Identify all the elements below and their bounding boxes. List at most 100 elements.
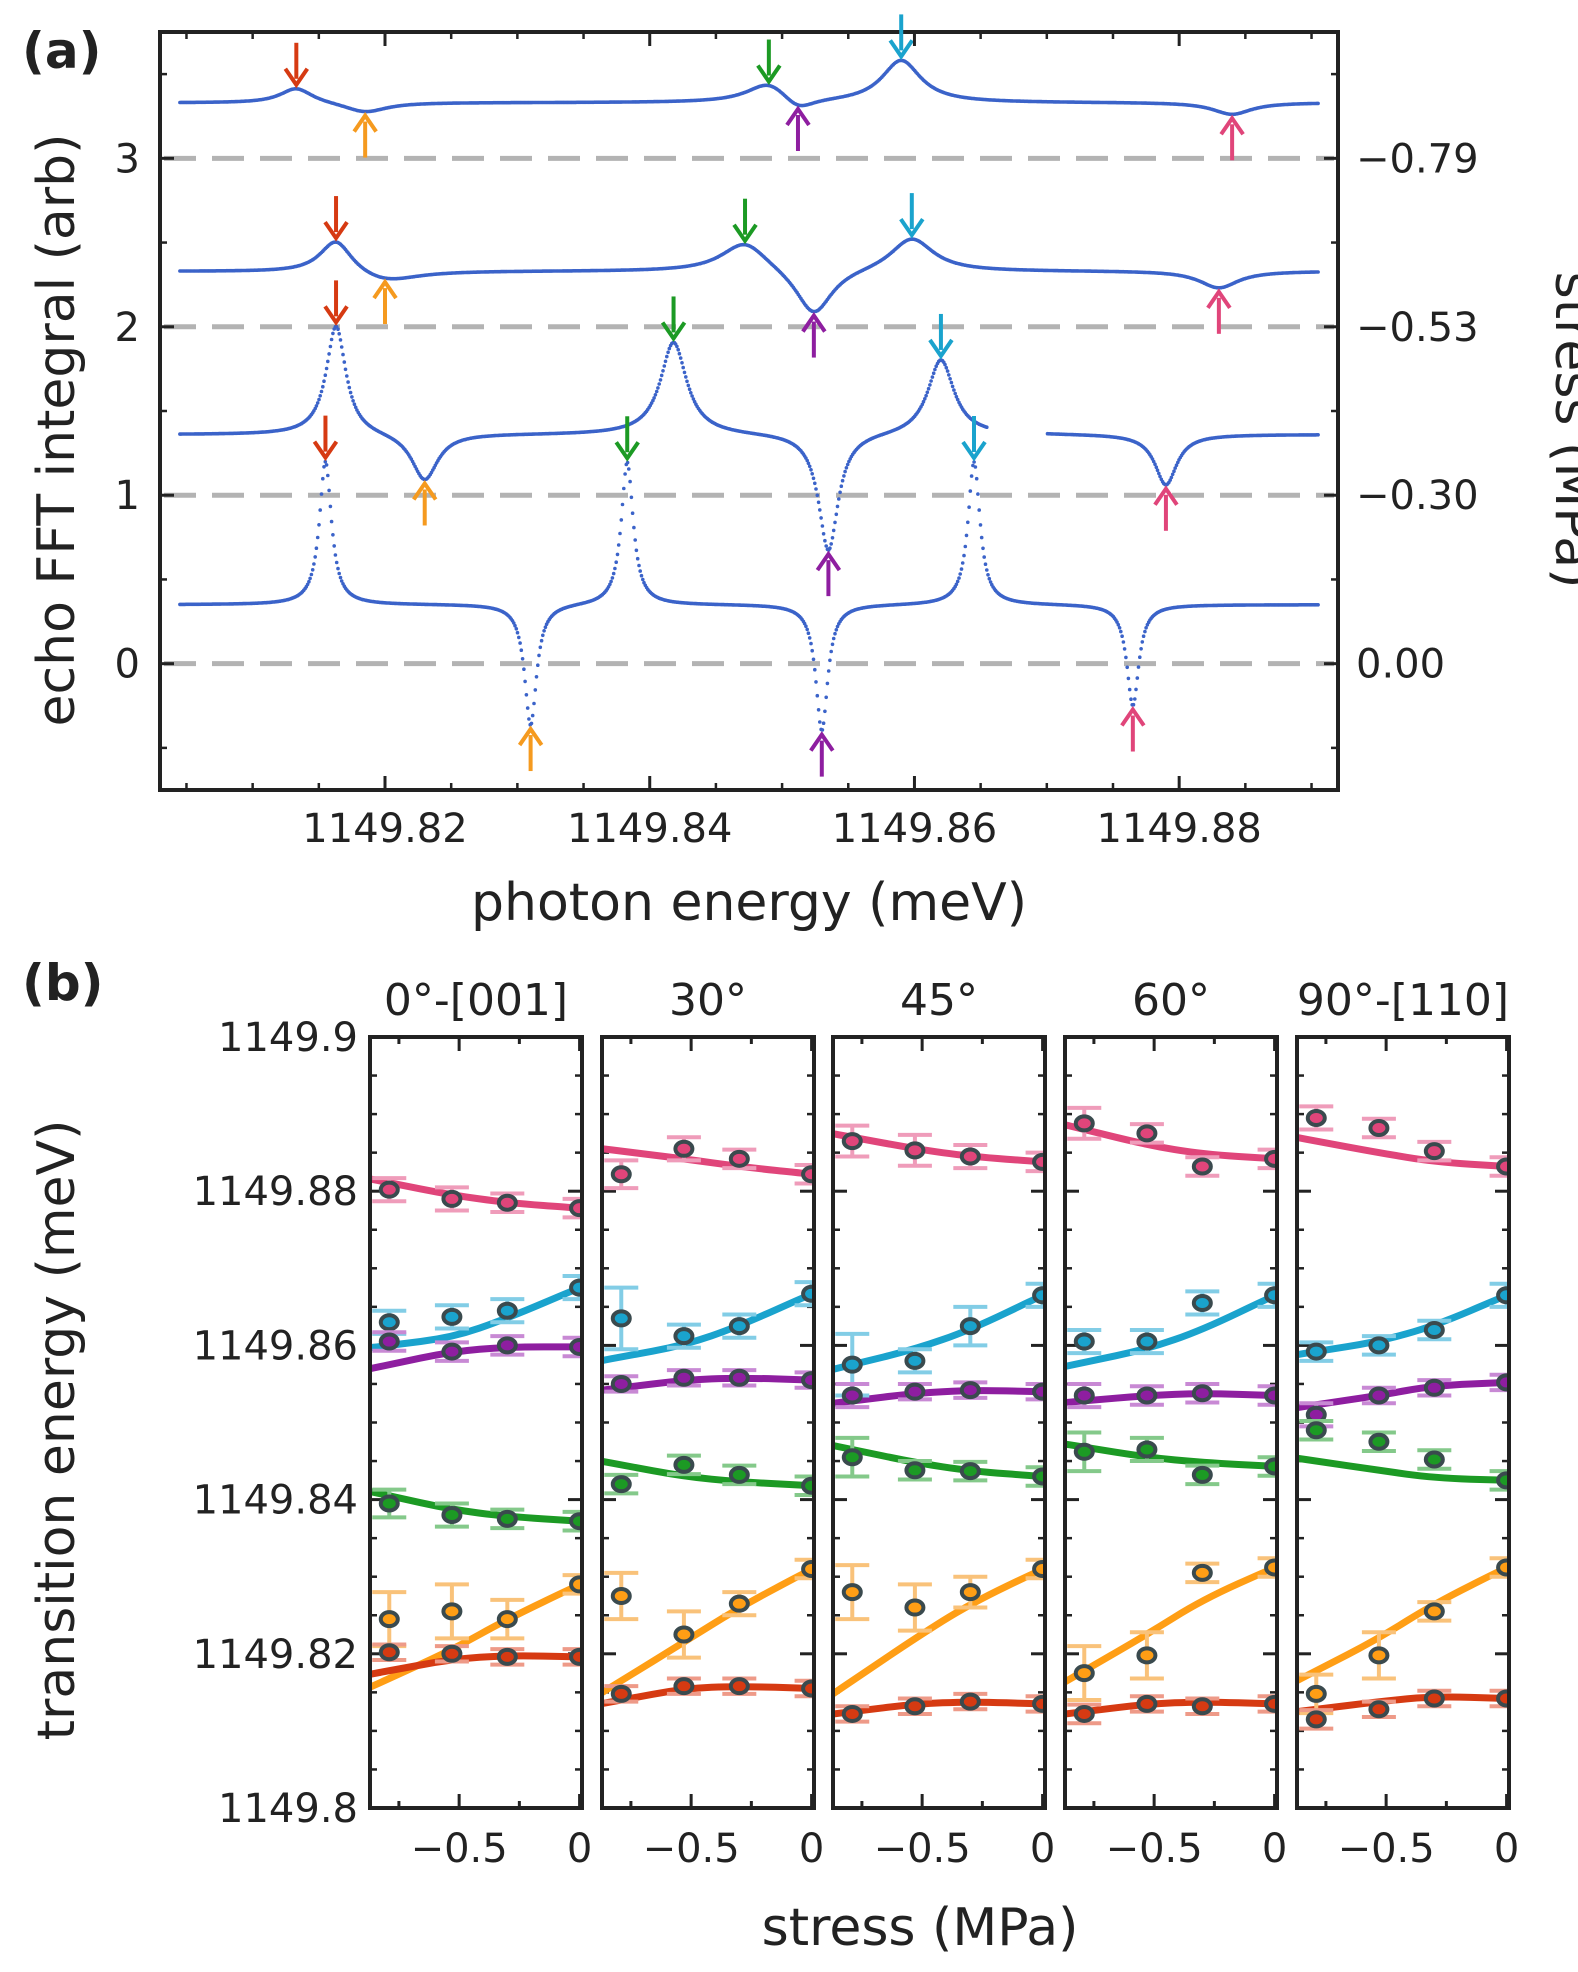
data-point-purple (1423, 1378, 1445, 1397)
trace-1-point (944, 365, 949, 370)
panel-b: (b) 1149.81149.821149.841149.861149.8811… (22, 954, 1519, 1958)
trace-1-point (687, 387, 692, 392)
trace-1-point (350, 395, 354, 399)
trace-1-point (676, 347, 680, 352)
arrow-0-4 (961, 415, 987, 462)
trace-0-point (529, 721, 534, 726)
trace-1-point (933, 367, 937, 372)
arrow-3-0 (283, 42, 309, 89)
trace-0-point (972, 460, 976, 464)
trace-0-point (333, 553, 338, 557)
trace-1-point (820, 524, 825, 528)
data-point-green (728, 1465, 750, 1484)
data-point-pink (496, 1193, 518, 1212)
data-point-red (610, 1684, 632, 1703)
arrow-0-3 (809, 731, 835, 777)
trace-0-point (1120, 634, 1124, 638)
trace-1-point (807, 464, 812, 469)
arrow-3-2 (756, 39, 782, 86)
trace-1-point (336, 327, 340, 332)
data-point-purple (1264, 1386, 1277, 1405)
trace-0-point (830, 642, 835, 647)
trace-0-point (1136, 665, 1141, 669)
data-point-cyan (841, 1355, 863, 1374)
data-point-red (1191, 1697, 1213, 1716)
data-point-cyan (1368, 1336, 1390, 1355)
trace-0-point (1121, 640, 1126, 644)
trace-0-point (633, 538, 637, 542)
subplot-frame (368, 1035, 584, 1810)
trace-1-point (656, 386, 660, 390)
b-ytick-label: 1149.88 (193, 1169, 358, 1215)
data-point-orange (841, 1583, 863, 1602)
trace-0-point (1143, 629, 1147, 634)
trace-0-point (611, 571, 616, 576)
trace-1-point (811, 476, 816, 481)
trace-1-point (839, 484, 844, 489)
data-point-pink (441, 1189, 463, 1208)
a-right-tick-label: −0.53 (1356, 305, 1479, 351)
panel-a-baselines (164, 155, 1334, 667)
trace-0-point (820, 728, 825, 732)
trace-1-point (950, 384, 955, 389)
trace-0-point (305, 582, 310, 587)
data-point-pink (610, 1165, 632, 1184)
trace-1-point (824, 544, 828, 548)
data-point-purple (1191, 1384, 1213, 1403)
trace-0-point (1116, 622, 1121, 627)
trace-0-point (613, 566, 617, 571)
trace-1-point (930, 375, 935, 379)
trace-1-point (949, 380, 954, 385)
trace-0-point (625, 460, 630, 465)
subplot-3: −0.5 0 60° (1063, 975, 1287, 1872)
a-xtick-label: 1149.86 (832, 806, 997, 852)
trace-1-point (813, 481, 817, 486)
arrow-2-2 (732, 198, 758, 245)
trace-0-point (829, 649, 833, 654)
data-point-cyan (496, 1301, 518, 1320)
data-point-green (1032, 1467, 1045, 1486)
trace-1-point (925, 390, 930, 395)
trace-0-point (538, 645, 543, 650)
data-point-cyan (904, 1351, 926, 1370)
trace-0-point (835, 624, 840, 629)
data-point-purple (496, 1336, 518, 1355)
trace-0-point (809, 641, 813, 646)
trace-0-point (314, 546, 319, 550)
subplot-2: −0.5 0 45° (831, 975, 1055, 1872)
trace-0-point (973, 465, 978, 469)
a-right-tick-label: −0.79 (1356, 136, 1479, 182)
data-point-orange (441, 1602, 463, 1621)
data-point-cyan (728, 1317, 750, 1336)
trace-0-point (815, 693, 820, 698)
trace-1-point (323, 373, 328, 378)
arrow-2-3 (801, 312, 827, 358)
data-point-red (496, 1647, 518, 1666)
trace-0-point (834, 628, 839, 632)
trace-1-point (830, 536, 835, 540)
trace-1-point (831, 528, 836, 533)
trace-1-point (985, 425, 989, 430)
trace-0-point (968, 489, 973, 493)
trace-1-point (662, 364, 667, 368)
b-ytick-label: 1149.82 (193, 1632, 358, 1678)
trace-0-point (519, 648, 524, 652)
arrow-2-0 (323, 196, 349, 242)
data-point-purple (569, 1337, 582, 1356)
trace-1-point (931, 371, 936, 376)
trace-1-point (945, 369, 950, 373)
trace-1-point (326, 359, 330, 364)
data-point-red (1496, 1689, 1509, 1708)
data-point-green (801, 1476, 814, 1495)
trace-1-point (821, 532, 826, 536)
trace-0-point (982, 555, 986, 559)
trace-0-point (977, 508, 981, 512)
trace-0-point (619, 518, 624, 522)
a-ytick-label: 1 (115, 473, 140, 519)
trace-0-point (954, 582, 959, 587)
data-point-cyan (959, 1317, 981, 1336)
trace-0-point (958, 572, 962, 576)
fit-line-cyan (1297, 1291, 1509, 1359)
trace-0-point (1316, 603, 1320, 607)
trace-0-point (1140, 640, 1145, 644)
